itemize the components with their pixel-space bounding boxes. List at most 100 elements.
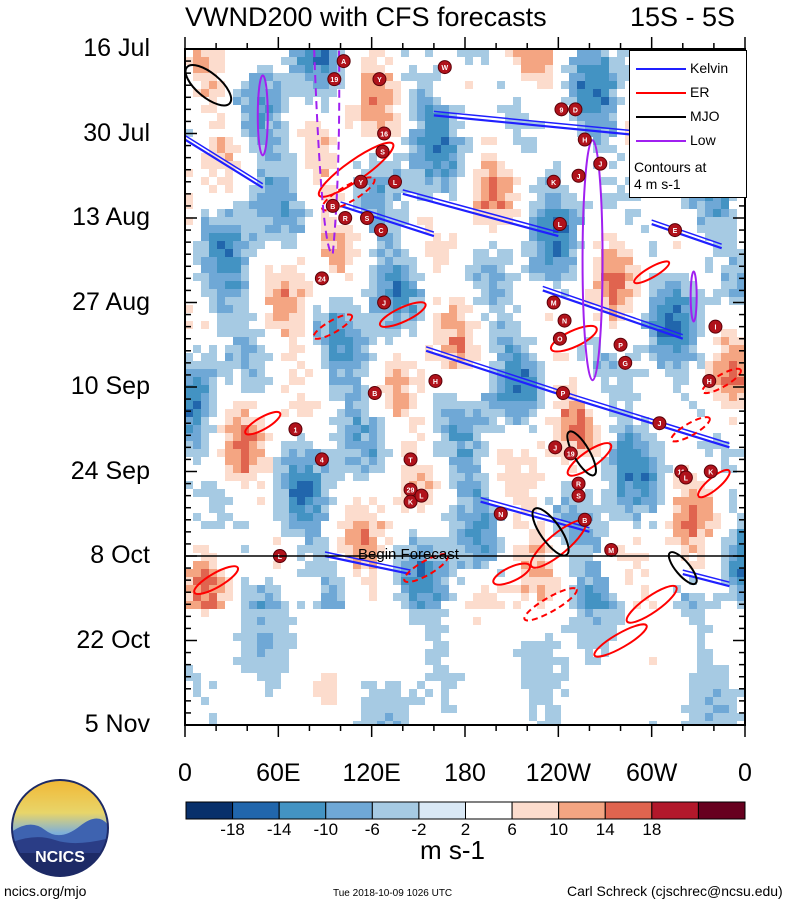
storm-marker [552, 217, 567, 232]
heat-cell [633, 537, 641, 545]
heat-cell [545, 313, 553, 321]
heat-cell [465, 417, 473, 425]
footer-url[interactable]: ncics.org/mjo [4, 883, 87, 899]
heat-cell [361, 233, 369, 241]
heat-cell [665, 313, 673, 321]
heat-cell [401, 281, 409, 289]
heat-cell [281, 289, 289, 297]
heat-cell [329, 569, 337, 577]
heat-cell [489, 289, 497, 297]
heat-cell [257, 465, 265, 473]
heat-cell [289, 89, 297, 97]
heat-cell [665, 345, 673, 353]
heat-cell [441, 249, 449, 257]
heat-cell [185, 65, 193, 73]
heat-cell [505, 593, 513, 601]
heat-cell [257, 601, 265, 609]
heat-cell [601, 313, 609, 321]
heat-cell [553, 313, 561, 321]
heat-cell [729, 401, 737, 409]
heat-cell [673, 265, 681, 273]
heat-cell [273, 121, 281, 129]
heat-cell [545, 321, 553, 329]
heat-cell [713, 601, 721, 609]
heat-cell [649, 433, 657, 441]
heat-cell [449, 169, 457, 177]
heat-cell [593, 593, 601, 601]
heat-cell [521, 457, 529, 465]
heat-cell [297, 401, 305, 409]
heat-cell [329, 593, 337, 601]
heat-cell [481, 417, 489, 425]
heat-cell [633, 393, 641, 401]
heat-cell [465, 369, 473, 377]
heat-cell [401, 449, 409, 457]
heat-cell [697, 593, 705, 601]
heat-cell [649, 481, 657, 489]
heat-cell [265, 257, 273, 265]
heat-cell [289, 497, 297, 505]
heat-cell [201, 177, 209, 185]
heat-cell [249, 121, 257, 129]
heat-cell [361, 393, 369, 401]
heat-cell [657, 449, 665, 457]
heat-cell [241, 649, 249, 657]
heat-cell [593, 657, 601, 665]
heat-cell [441, 417, 449, 425]
heat-cell [625, 393, 633, 401]
heat-cell [505, 409, 513, 417]
kelvin-contour [185, 138, 264, 189]
heat-cell [185, 713, 193, 721]
heat-cell [265, 217, 273, 225]
heat-cell [257, 657, 265, 665]
heat-cell [537, 217, 545, 225]
heat-cell [305, 569, 313, 577]
heat-cell [433, 257, 441, 265]
heat-cell [473, 657, 481, 665]
heat-cell [521, 137, 529, 145]
heat-cell [521, 377, 529, 385]
heat-cell [553, 249, 561, 257]
heat-cell [601, 465, 609, 473]
heat-cell [345, 281, 353, 289]
heat-cell [585, 393, 593, 401]
heat-cell [289, 345, 297, 353]
heat-cell [489, 529, 497, 537]
heat-cell [649, 641, 657, 649]
heat-cell [353, 73, 361, 81]
heat-cell [593, 281, 601, 289]
heat-cell [273, 97, 281, 105]
heat-cell [625, 425, 633, 433]
heat-cell [713, 705, 721, 713]
heat-cell [521, 473, 529, 481]
heat-cell [409, 585, 417, 593]
heat-cell [289, 409, 297, 417]
heat-cell [497, 145, 505, 153]
heat-cell [633, 369, 641, 377]
heat-cell [217, 241, 225, 249]
heat-cell [401, 545, 409, 553]
storm-label: J [382, 301, 386, 308]
heat-cell [201, 521, 209, 529]
heat-cell [281, 473, 289, 481]
heat-cell [241, 241, 249, 249]
heat-cell [233, 305, 241, 313]
heat-cell [217, 89, 225, 97]
heat-cell [297, 353, 305, 361]
heat-cell [609, 65, 617, 73]
heat-cell [337, 121, 345, 129]
heat-cell [505, 521, 513, 529]
heat-cell [465, 529, 473, 537]
heat-cell [561, 193, 569, 201]
heat-cell [625, 673, 633, 681]
heat-cell [249, 521, 257, 529]
heat-cell [289, 289, 297, 297]
heat-cell [409, 129, 417, 137]
heat-cell [489, 601, 497, 609]
heat-cell [361, 497, 369, 505]
heat-cell [609, 249, 617, 257]
heat-cell [345, 577, 353, 585]
heat-cell [265, 297, 273, 305]
heat-cell [321, 57, 329, 65]
heat-cell [681, 561, 689, 569]
